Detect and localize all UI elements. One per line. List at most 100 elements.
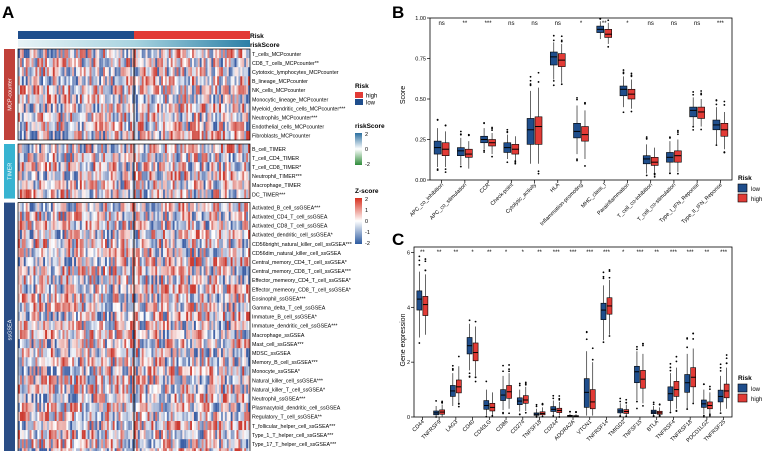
outlier-point bbox=[506, 131, 508, 133]
box-low-cytolytic-activity bbox=[527, 118, 534, 144]
outlier-point bbox=[424, 260, 426, 262]
outlier-point bbox=[458, 406, 460, 408]
outlier-point bbox=[424, 269, 426, 271]
outlier-point bbox=[603, 276, 605, 278]
outlier-point bbox=[575, 411, 577, 413]
box-high-cytolytic-activity bbox=[535, 117, 542, 145]
legend-riskscore-bar bbox=[355, 133, 362, 165]
outlier-point bbox=[609, 277, 611, 279]
x-tick-label-cd86: CD86 bbox=[495, 419, 509, 433]
heatmap-row-label: Regulatory_T_cell_ssGSEA** bbox=[252, 415, 322, 421]
box-high-inflammation-promoting bbox=[582, 127, 589, 142]
heatmap-row-label: Central_memory_CD8_T_cell_ssGSEA*** bbox=[252, 269, 351, 275]
outlier-point bbox=[677, 130, 679, 132]
significance-label: *** bbox=[687, 250, 695, 256]
heatmap-row-label: Immature_dendritic_cell_ssGSEA*** bbox=[252, 324, 337, 330]
group-label-mcp-counter: MCP-counter bbox=[8, 78, 14, 111]
outlier-point bbox=[460, 131, 462, 133]
outlier-point bbox=[619, 401, 621, 403]
outlier-point bbox=[538, 170, 540, 172]
heatmap-row-label: Fibroblasts_MCPcounter bbox=[252, 134, 311, 140]
outlier-point bbox=[569, 411, 571, 413]
box-low-cd40lg bbox=[484, 401, 489, 410]
significance-label: *** bbox=[485, 21, 493, 27]
outlier-point bbox=[519, 413, 521, 415]
panel-c-boxplot: Gene expression Risk low high 0246CD44**… bbox=[400, 247, 762, 444]
legend-zscore-tick-neg2: -2 bbox=[365, 241, 370, 247]
y-tick-label: 0 bbox=[407, 415, 410, 421]
heatmap-row-label: Plasmacytoid_dendritic_cell_ssGSEA bbox=[252, 406, 341, 412]
heatmap-row-label: Neutrophil_TIMER*** bbox=[252, 174, 302, 180]
outlier-point bbox=[553, 84, 555, 86]
risk-annotation-label: Risk bbox=[250, 33, 264, 40]
outlier-point bbox=[530, 80, 532, 82]
heatmap-row-label: Macrophage_TIMER bbox=[252, 183, 301, 189]
outlier-point bbox=[485, 416, 487, 418]
panel-b-letter: B bbox=[392, 3, 404, 22]
outlier-point bbox=[508, 370, 510, 372]
outlier-point bbox=[703, 416, 705, 418]
outlier-point bbox=[519, 383, 521, 385]
outlier-point bbox=[542, 403, 544, 405]
box-high-cd274 bbox=[523, 396, 528, 404]
outlier-point bbox=[646, 136, 648, 138]
x-tick-label-cd40: CD40 bbox=[462, 419, 476, 433]
outlier-point bbox=[561, 83, 563, 85]
box-high-apc-co-stimulation bbox=[465, 149, 472, 157]
heatmap-row-label: Endothelial_cells_MCPcounter bbox=[252, 125, 324, 131]
outlier-point bbox=[445, 171, 447, 173]
outlier-point bbox=[552, 395, 554, 397]
heatmap-row-label: CD8_T_cells_MCPcounter** bbox=[252, 61, 319, 67]
outlier-point bbox=[458, 356, 460, 358]
outlier-point bbox=[653, 403, 655, 405]
heatmap-row-label: Effector_memeory_CD8_T_cell_ssGSEA* bbox=[252, 287, 351, 293]
legend-zscore-tick-2: 2 bbox=[365, 197, 368, 203]
significance-label: ns bbox=[648, 21, 654, 27]
outlier-point bbox=[576, 160, 578, 162]
plot-frame bbox=[430, 18, 732, 180]
box-low-tnfrsf18 bbox=[685, 375, 690, 393]
outlier-point bbox=[530, 76, 532, 78]
group-label-ssgsea: ssGSEA bbox=[8, 319, 14, 340]
panel-b-ylabel: Score bbox=[400, 86, 407, 104]
group-label-timer: TIMER bbox=[8, 163, 14, 180]
significance-label: ns bbox=[671, 21, 677, 27]
heatmap-row-label: Monocytic_lineage_MCPcounter bbox=[252, 97, 328, 103]
legend-zscore-tick-0: 0 bbox=[365, 219, 368, 225]
outlier-point bbox=[720, 363, 722, 365]
outlier-point bbox=[525, 412, 527, 414]
outlier-point bbox=[475, 376, 477, 378]
outlier-point bbox=[418, 342, 420, 344]
outlier-point bbox=[558, 416, 560, 418]
outlier-point bbox=[502, 412, 504, 414]
outlier-point bbox=[561, 39, 563, 41]
outlier-point bbox=[716, 144, 718, 146]
outlier-point bbox=[692, 338, 694, 340]
outlier-point bbox=[538, 81, 540, 83]
box-low-apc-co-stimulation bbox=[457, 148, 464, 156]
outlier-point bbox=[502, 370, 504, 372]
outlier-point bbox=[491, 129, 493, 131]
x-tick-label-hla: HLA bbox=[549, 182, 561, 194]
outlier-point bbox=[700, 90, 702, 92]
outlier-point bbox=[485, 381, 487, 383]
significance-label: * bbox=[505, 250, 508, 256]
outlier-point bbox=[508, 368, 510, 370]
outlier-point bbox=[636, 346, 638, 348]
outlier-point bbox=[703, 383, 705, 385]
legend-zscore: Z-score 2 1 0 -1 -2 bbox=[355, 188, 379, 247]
outlier-point bbox=[558, 395, 560, 397]
risk-bar-low bbox=[18, 31, 134, 39]
outlier-point bbox=[623, 69, 625, 71]
heatmap-row-label: Effector_memeory_CD4_T_cell_ssGSEA* bbox=[252, 278, 351, 284]
heatmap-row-label: Central_memory_CD4_T_cell_ssGSEA* bbox=[252, 260, 347, 266]
significance-label: * bbox=[471, 250, 474, 256]
outlier-point bbox=[506, 161, 508, 163]
heatmap-row-label: Cytotoxic_lymphocytes_MCPcounter bbox=[252, 70, 339, 76]
y-tick-label: 4 bbox=[407, 305, 410, 311]
y-tick-label: 6 bbox=[407, 250, 410, 256]
outlier-point bbox=[514, 163, 516, 165]
outlier-point bbox=[625, 402, 627, 404]
outlier-point bbox=[700, 94, 702, 96]
